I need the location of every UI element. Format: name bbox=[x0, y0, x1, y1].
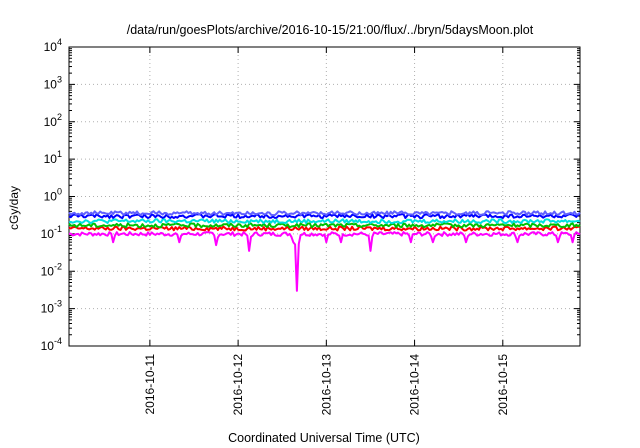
x-axis: 2016-10-11 2016-10-12 2016-10-13 2016-10-14… bbox=[143, 47, 510, 415]
y-tick-label-exponent: 3 bbox=[57, 74, 62, 84]
y-axis-label: cGy/day bbox=[7, 186, 21, 230]
y-tick-label-exponent: -2 bbox=[54, 261, 62, 271]
y-tick-label-exponent: 2 bbox=[57, 112, 62, 122]
grid bbox=[69, 47, 580, 346]
y-tick-label-exponent: -3 bbox=[54, 299, 62, 309]
y-tick-label: 102 bbox=[44, 112, 62, 129]
x-tick-label: 2016-10-15 bbox=[496, 354, 510, 416]
y-tick-label-base: 10 bbox=[41, 227, 55, 241]
y-tick-label: 10-4 bbox=[41, 336, 62, 353]
y-tick-label-base: 10 bbox=[44, 115, 58, 129]
y-tick-label-base: 10 bbox=[44, 190, 58, 204]
y-tick-label-base: 10 bbox=[41, 339, 55, 353]
y-tick-label: 101 bbox=[44, 149, 62, 166]
y-tick-label: 10-2 bbox=[41, 261, 62, 278]
x-tick-label: 2016-10-13 bbox=[319, 354, 333, 416]
y-tick-label-base: 10 bbox=[41, 302, 55, 316]
series-group bbox=[68, 210, 581, 292]
y-tick-label-base: 10 bbox=[44, 152, 58, 166]
y-tick-label-exponent: -4 bbox=[54, 336, 62, 346]
y-tick-label-exponent: -1 bbox=[54, 224, 62, 234]
chart-title: /data/run/goesPlots/archive/2016-10-15/2… bbox=[127, 23, 534, 37]
y-tick-label-exponent: 0 bbox=[57, 187, 62, 197]
x-axis-label: Coordinated Universal Time (UTC) bbox=[228, 431, 420, 445]
y-tick-label-base: 10 bbox=[44, 40, 58, 54]
series-line-4 bbox=[68, 218, 581, 225]
y-tick-label: 103 bbox=[44, 74, 62, 91]
series-line-6 bbox=[68, 210, 581, 217]
y-tick-label: 10-1 bbox=[41, 224, 62, 241]
series-line-1 bbox=[68, 231, 581, 292]
y-tick-label-exponent: 4 bbox=[57, 37, 62, 47]
x-tick-label: 2016-10-12 bbox=[231, 354, 245, 416]
y-tick-label: 10-3 bbox=[41, 299, 62, 316]
y-tick-label-exponent: 1 bbox=[57, 149, 62, 159]
y-tick-label: 104 bbox=[44, 37, 62, 54]
y-tick-label-base: 10 bbox=[41, 264, 55, 278]
x-tick-label: 2016-10-11 bbox=[143, 354, 157, 415]
y-tick-label-base: 10 bbox=[44, 77, 58, 91]
x-tick-label: 2016-10-14 bbox=[408, 354, 422, 416]
series-line-3 bbox=[68, 222, 581, 229]
y-tick-label: 100 bbox=[44, 187, 62, 204]
